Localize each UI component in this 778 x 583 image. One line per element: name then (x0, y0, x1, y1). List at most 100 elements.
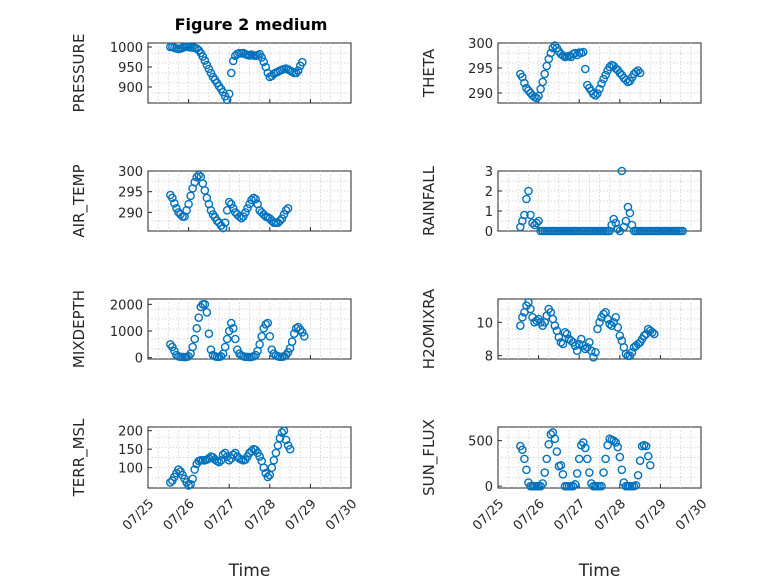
data-point (194, 313, 204, 322)
y-axis-label: MIXDEPTH (70, 290, 88, 368)
data-point (572, 469, 582, 478)
data-point (552, 447, 562, 456)
panel-sun_flux: 0 500 07/25 07/26 07/27 07/28 07/29 07/30 Time SU… (420, 419, 710, 581)
data-point (538, 479, 547, 488)
data-point (257, 53, 266, 62)
data-point (228, 203, 238, 213)
data-point (285, 444, 295, 454)
data-point (202, 308, 212, 317)
y-tick-label: 1000 (110, 41, 143, 56)
data-point (639, 331, 649, 340)
data-point (583, 454, 592, 464)
data-point (605, 319, 614, 329)
data-point (291, 324, 301, 333)
data-point (186, 480, 195, 489)
data-point (281, 206, 291, 215)
data-point (188, 474, 197, 484)
data-point (235, 212, 244, 221)
data-point (224, 455, 234, 465)
data-point (550, 321, 560, 330)
y-tick-label: 290 (118, 206, 143, 221)
data-point (218, 450, 228, 460)
data-point (611, 313, 621, 322)
data-point (540, 69, 549, 79)
data-point (546, 48, 556, 58)
data-point (556, 460, 566, 470)
data-point (580, 443, 590, 453)
data-point (259, 463, 269, 472)
figure-title: Figure 2 medium (175, 15, 328, 34)
data-point (633, 66, 643, 75)
data-point (617, 465, 627, 475)
x-tick-label: 07/25 (470, 497, 507, 534)
data-point (200, 186, 210, 195)
x-tick-label: 07/28 (242, 497, 279, 534)
data-point (226, 199, 236, 209)
data-point (556, 338, 566, 347)
data-point (526, 304, 535, 314)
data-point (570, 341, 580, 350)
panel-h2omixra: 8 10 H2OMIXRA (420, 288, 702, 369)
data-point (237, 213, 246, 223)
data-point (279, 426, 289, 435)
data-point (287, 337, 297, 346)
data-point (281, 435, 291, 445)
data-point (631, 480, 641, 490)
data-point (558, 339, 568, 349)
x-tick-label: 07/30 (673, 497, 710, 534)
y-tick-label: 3 (485, 165, 493, 180)
data-point (589, 89, 598, 99)
data-point (518, 445, 527, 455)
data-point (613, 442, 623, 452)
y-axis-label: SUN_FLUX (420, 419, 439, 496)
data-point (615, 452, 625, 462)
data-point (595, 84, 604, 94)
data-point (228, 450, 238, 460)
y-tick-label: 0 (135, 352, 143, 367)
data-point (230, 334, 240, 344)
data-point (585, 468, 594, 477)
data-point (186, 191, 195, 201)
data-point (168, 193, 177, 203)
data-point (190, 334, 199, 344)
data-point (520, 210, 529, 220)
data-point (550, 41, 560, 50)
data-point (226, 68, 236, 78)
data-point (190, 177, 199, 187)
data-point (578, 47, 588, 57)
panel-air_temp: 290 295 300 AIR_TEMP (70, 164, 352, 238)
data-point (265, 470, 275, 480)
data-point (222, 334, 232, 344)
data-point (591, 348, 600, 357)
data-point (200, 56, 210, 65)
data-point (544, 439, 554, 449)
data-point (188, 342, 197, 352)
data-point (597, 79, 606, 88)
x-tick-label: 07/28 (592, 497, 629, 534)
data-point (228, 56, 238, 66)
data-point (678, 226, 688, 236)
y-tick-label: 2 (485, 185, 493, 200)
data-point (570, 480, 580, 489)
data-point (297, 57, 307, 67)
data-point (204, 329, 214, 338)
data-point (245, 199, 254, 209)
y-tick-label: 295 (118, 186, 143, 201)
data-point (275, 216, 285, 225)
y-tick-label: 950 (118, 61, 143, 76)
y-tick-label: 290 (468, 87, 493, 102)
data-point (611, 438, 621, 447)
data-point (192, 172, 202, 182)
y-axis-label: H2OMIXRA (420, 288, 438, 369)
data-point (518, 313, 527, 322)
data-point (609, 436, 619, 445)
data-point (570, 48, 580, 58)
y-tick-label: 1000 (110, 325, 143, 340)
data-point (257, 332, 266, 341)
data-point (597, 481, 606, 491)
data-point (568, 481, 578, 491)
data-point (550, 434, 560, 444)
data-point (255, 340, 264, 349)
panel-pressure: 900 950 1000 PRESSURE (70, 34, 352, 112)
